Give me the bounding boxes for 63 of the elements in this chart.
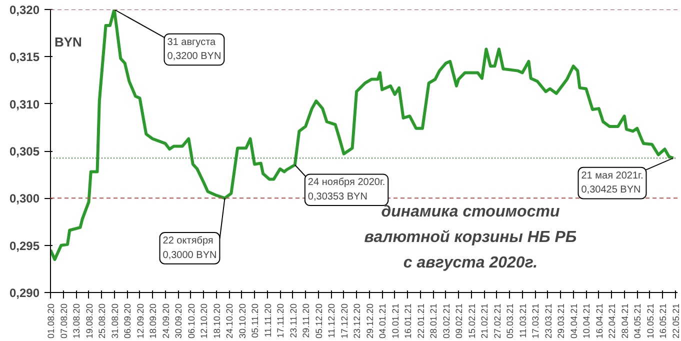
x-tick-label: 04.01.21 (378, 303, 388, 339)
x-tick-label: 24.10.20 (224, 303, 235, 339)
x-tick-label: 04.05.21 (632, 303, 643, 339)
x-tick-label: 10.04.21 (582, 303, 592, 339)
x-tick-label: 01.08.20 (46, 303, 56, 339)
x-tick-label: 30.09.20 (174, 303, 184, 339)
x-tick-label: 31.08.20 (110, 303, 120, 339)
x-tick-label: 09.02.21 (454, 303, 464, 339)
x-tick-label: 05.03.21 (505, 303, 516, 339)
x-tick-label: 19.08.20 (84, 303, 94, 339)
x-tick-label: 29.11.20 (301, 303, 312, 338)
x-tick-label: 28.04.21 (620, 303, 630, 339)
x-tick-label: 29.12.20 (364, 303, 375, 339)
y-tick-label: 0,300 (9, 192, 40, 206)
y-tick-label: 0,315 (9, 50, 40, 64)
x-tick-label: 23.11.20 (288, 303, 298, 338)
x-tick-label: 06.09.20 (122, 303, 133, 339)
x-tick-label: 10.05.21 (645, 303, 656, 339)
x-tick-label: 24.09.20 (160, 303, 171, 339)
x-tick-label: 18.09.20 (148, 303, 158, 339)
x-tick-label: 06.10.20 (186, 303, 196, 339)
annotation: 21 мая 2021г. 0,30425 BYN (581, 170, 644, 196)
x-tick-label: 23.12.20 (352, 303, 362, 339)
x-tick-label: 21.02.21 (480, 303, 490, 339)
y-tick-label: 0,320 (9, 3, 40, 17)
x-tick-label: 30.10.20 (237, 303, 248, 339)
x-tick-label: 16.05.21 (658, 303, 668, 339)
x-tick-label: 12.10.20 (199, 303, 210, 339)
x-tick-label: 05.11.20 (250, 303, 260, 338)
y-axis-title: BYN (54, 34, 82, 50)
y-tick-label: 0,310 (9, 97, 40, 112)
x-tick-label: 16.04.21 (594, 303, 604, 339)
x-tick-label: 18.10.20 (212, 303, 222, 339)
x-tick-label: 07.08.20 (58, 303, 69, 339)
x-tick-label: 22.01.21 (416, 303, 426, 339)
x-tick-label: 16.01.21 (403, 303, 414, 339)
x-tick-label: 04.04.21 (568, 303, 579, 339)
x-tick-label: 12.09.20 (135, 303, 146, 339)
x-tick-label: 10.01.21 (390, 303, 400, 339)
x-tick-label: 29.03.21 (556, 303, 566, 339)
annotation: динамика стоимости валютной корзины НБ РБ с августа 2020г. (364, 204, 577, 272)
x-tick-label: 15.02.21 (466, 303, 477, 339)
x-tick-label: 11.03.21 (518, 303, 528, 338)
x-tick-label: 03.02.21 (441, 303, 452, 339)
x-tick-label: 17.11.20 (276, 303, 286, 338)
annotation: 31 августа 0,3200 BYN (167, 36, 222, 62)
x-tick-label: 27.02.21 (492, 303, 502, 339)
annotation: 24 ноября 2020г. 0,30353 BYN (308, 177, 386, 203)
x-tick-label: 11.12.20 (326, 303, 337, 338)
x-tick-label: 25.08.20 (97, 303, 108, 339)
y-tick-label: 0,295 (9, 238, 40, 253)
x-tick-label: 17.03.21 (530, 303, 541, 339)
x-tick-label: 23.03.21 (543, 303, 554, 339)
x-tick-label: 17.12.20 (339, 303, 350, 339)
y-tick-label: 0,290 (9, 286, 40, 300)
x-tick-label: 28.01.21 (428, 303, 439, 339)
x-tick-label: 05.12.20 (314, 303, 324, 339)
x-tick-label: 11.11.20 (262, 303, 273, 338)
x-tick-label: 22.05.21 (670, 303, 681, 339)
y-tick-label: 0,305 (9, 144, 40, 158)
annotation: 22 октября 0,3000 BYN (162, 236, 217, 261)
x-tick-label: 22.04.21 (607, 303, 618, 339)
x-tick-label: 13.08.20 (72, 303, 82, 339)
